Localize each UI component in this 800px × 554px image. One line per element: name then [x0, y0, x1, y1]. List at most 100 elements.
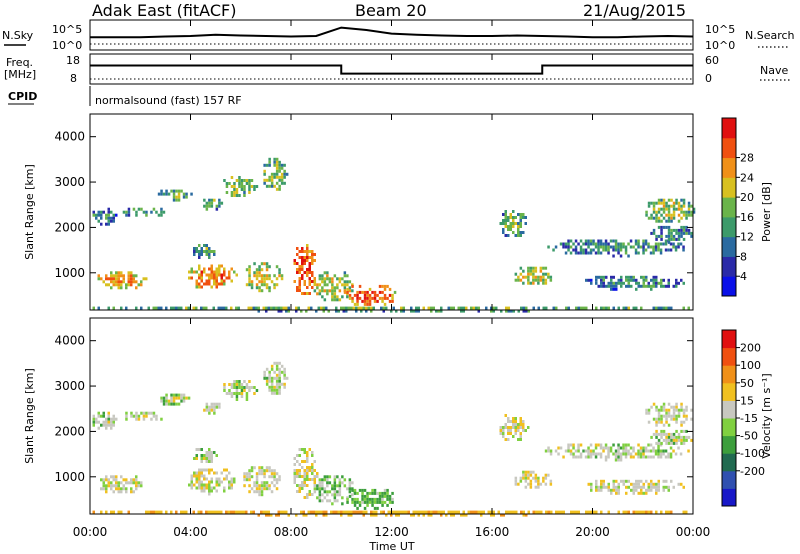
echo-cell — [210, 270, 213, 274]
echo-cell — [549, 275, 553, 279]
echo-cell — [514, 272, 518, 276]
echo-cell — [313, 487, 317, 491]
echo-cell — [193, 250, 196, 253]
echo-cell — [240, 392, 244, 395]
echo-cell — [275, 265, 279, 269]
echo-cell — [620, 278, 623, 282]
echo-cell — [542, 479, 545, 483]
echo-cell — [275, 472, 279, 476]
echo-cell — [514, 420, 517, 423]
echo-cell — [265, 286, 269, 290]
echo-cell — [157, 213, 161, 217]
echo-cell — [659, 449, 663, 453]
echo-cell — [430, 306, 433, 310]
echo-cell — [223, 270, 226, 274]
echo-cell — [662, 198, 666, 202]
echo-cell — [667, 231, 671, 235]
echo-cell — [308, 490, 311, 493]
echo-cell — [190, 480, 193, 484]
echo-cell — [263, 475, 266, 479]
echo-cell — [102, 210, 105, 214]
echo-cell — [677, 228, 681, 232]
echo-cell — [672, 213, 676, 217]
echo-cell — [268, 466, 271, 470]
echo-cell — [672, 207, 676, 211]
echo-cell — [597, 443, 600, 447]
echo-cell — [602, 242, 605, 246]
echo-cell — [205, 279, 208, 283]
echo-cell — [659, 242, 663, 246]
echo-cell — [657, 242, 660, 246]
echo-cell — [203, 483, 206, 487]
echo-cell — [275, 306, 278, 310]
echo-cell — [318, 274, 322, 278]
echo-cell — [361, 290, 364, 294]
echo-cell — [655, 485, 658, 489]
echo-cell — [265, 265, 269, 269]
echo-cell — [132, 481, 135, 485]
echo-cell — [127, 280, 130, 284]
echo-cell — [195, 270, 198, 274]
echo-cell — [642, 446, 645, 450]
echo-cell — [258, 271, 261, 275]
echo-cell — [665, 435, 668, 439]
echo-cell — [301, 265, 304, 268]
echo-cell — [642, 239, 645, 243]
echo-cell — [382, 510, 385, 514]
echo-cell — [293, 469, 296, 472]
echo-cell — [125, 411, 128, 415]
echo-cell — [308, 265, 311, 268]
echo-cell — [652, 201, 656, 205]
echo-cell — [280, 172, 284, 176]
echo-cell — [363, 293, 367, 297]
echo-cell — [363, 500, 367, 504]
echo-cell — [107, 219, 110, 223]
echo-cell — [519, 420, 522, 423]
echo-cell — [125, 213, 128, 217]
echo-cell — [662, 278, 665, 282]
echo-cell — [330, 510, 333, 514]
echo-cell — [253, 386, 256, 389]
echo-cell — [687, 210, 691, 214]
echo-cell — [514, 222, 517, 225]
echo-cell — [652, 275, 655, 279]
echo-cell — [318, 499, 322, 503]
echo-cell — [660, 213, 663, 217]
echo-cell — [358, 290, 362, 294]
echo-cell — [614, 245, 618, 249]
echo-cell — [632, 449, 635, 453]
echo-cell — [125, 414, 128, 418]
echo-cell — [223, 267, 226, 271]
echo-cell — [160, 306, 163, 310]
echo-cell — [102, 411, 105, 415]
echo-cell — [357, 306, 360, 310]
time-tick-label: 16:00 — [475, 525, 510, 539]
echo-cell — [537, 281, 540, 285]
echo-cell — [275, 388, 279, 392]
echo-cell — [662, 452, 665, 456]
echo-cell — [327, 309, 330, 313]
echo-cell — [301, 259, 304, 262]
echo-cell — [577, 455, 580, 459]
echo-cell — [220, 276, 223, 280]
time-tick-label: 20:00 — [575, 525, 610, 539]
echo-cell — [233, 185, 236, 188]
echo-cell — [105, 216, 108, 220]
echo-cell — [341, 295, 344, 299]
echo-cell — [263, 373, 266, 377]
echo-cell — [172, 198, 176, 202]
echo-cell — [311, 478, 314, 481]
echo-cell — [637, 485, 640, 489]
echo-cell — [200, 253, 203, 256]
echo-cell — [338, 484, 342, 488]
echo-cell — [340, 510, 343, 514]
echo-cell — [257, 513, 260, 517]
echo-cell — [639, 245, 643, 249]
echo-cell — [412, 513, 415, 517]
echo-cell — [110, 277, 113, 281]
echo-cell — [607, 242, 610, 246]
echo-cell — [275, 376, 279, 380]
echo-cell — [110, 475, 113, 479]
